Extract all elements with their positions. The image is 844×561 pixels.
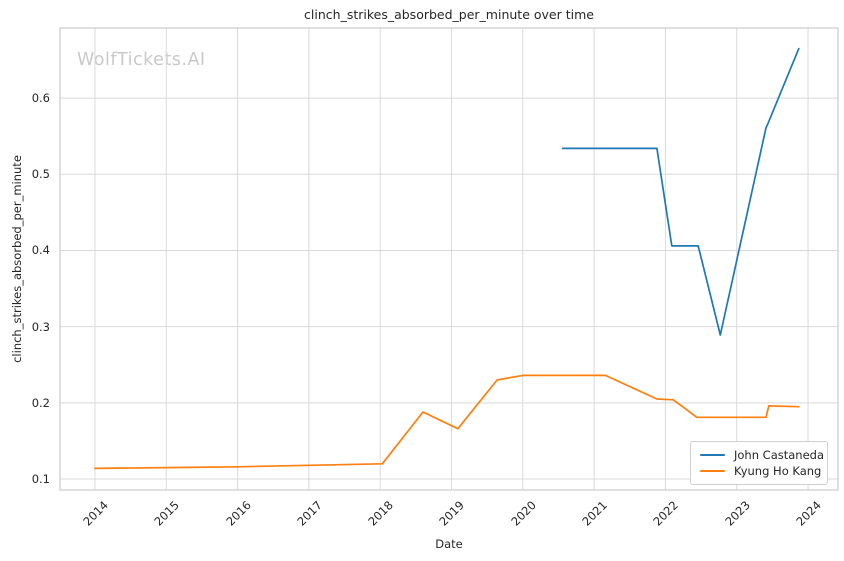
legend-line-swatch [700, 453, 725, 457]
legend-item: John Castaneda [700, 447, 824, 463]
y-tick-label: 0.6 [31, 91, 50, 106]
y-tick-label: 0.2 [31, 395, 50, 410]
legend: John Castaneda Kyung Ho Kang [690, 441, 828, 485]
y-tick-label: 0.4 [31, 243, 50, 258]
watermark: WolfTickets.AI [77, 50, 206, 70]
y-tick-label: 0.5 [31, 167, 50, 182]
chart-title: clinch_strikes_absorbed_per_minute over … [304, 7, 594, 22]
legend-line-swatch [700, 469, 725, 473]
y-tick-label: 0.3 [31, 319, 50, 334]
y-tick-label: 0.1 [31, 472, 50, 487]
legend-label: John Castaneda [734, 448, 824, 462]
legend-label: Kyung Ho Kang [734, 464, 822, 478]
x-axis-label: Date [435, 537, 463, 551]
legend-item: Kyung Ho Kang [700, 463, 822, 479]
